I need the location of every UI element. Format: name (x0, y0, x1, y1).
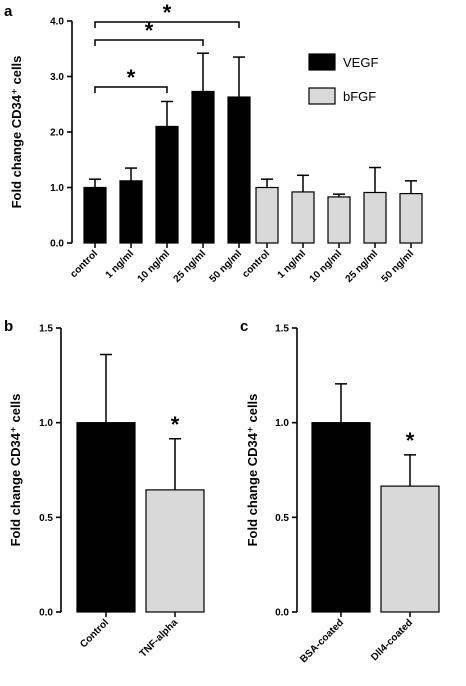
panel-c-letter: c (240, 318, 248, 335)
panel-a-x-tick-label: control (68, 248, 100, 280)
panel-a-y-tick-label: 0.0 (50, 239, 64, 250)
panel-c-y-tick-label: 0.5 (275, 513, 289, 524)
panel-a-significance-star: * (127, 65, 136, 90)
panel-b-y-tick-label: 1.0 (39, 418, 53, 429)
panel-a-legend-swatch (308, 53, 336, 71)
panel-b-significance-star: * (171, 412, 180, 437)
panel-a-legend-label: bFGF (343, 89, 376, 104)
panel-a: a Fold change CD34⁺ cells 0.0 1.0 2.0 3.0 4.… (4, 0, 423, 285)
panel-a-significance-star: * (145, 18, 154, 43)
panel-a-significance-bracket (94, 86, 168, 93)
panel-a-x-tick-label: 25 ng/ml (344, 248, 381, 285)
panel-a-significance-bracket (94, 39, 204, 46)
panel-a-x-tick-label: 10 ng/ml (308, 248, 345, 285)
panel-b-x-tick-label: Control (78, 617, 111, 650)
panel-a-bar (227, 96, 251, 244)
panel-a-significance: * * * (94, 0, 240, 93)
panel-a-x-tick-label: 1 ng/ml (104, 248, 137, 281)
panel-a-significance-bracket (94, 21, 240, 28)
panel-a-bars: control 1 ng/ml 10 ng/ml 25 ng/ml 50 ng/mlco… (68, 52, 423, 285)
panel-a-legend-label: VEGF (343, 55, 378, 70)
panel-b-letter: b (4, 318, 13, 335)
panel-a-y-tick-label: 2.0 (50, 128, 64, 139)
panel-a-y-axis-title: Fold change CD34⁺ cells (9, 56, 24, 209)
panel-a-bar (363, 191, 387, 244)
panel-a-bar (291, 191, 315, 244)
panel-a-legend-swatch (308, 87, 336, 105)
panel-c-y-axis-title: Fold change CD34⁺ cells (245, 394, 260, 547)
panel-a-significance-star: * (163, 0, 172, 25)
panel-b-y-axis-title: Fold change CD34⁺ cells (8, 394, 23, 547)
panel-a-x-tick-label: 25 ng/ml (172, 248, 209, 285)
panel-c-x-tick-label: Dll4-coated (369, 617, 415, 663)
panel-b-bars: Control TNF-alpha * (76, 353, 205, 660)
panel-b-y-tick-label: 0.0 (39, 608, 53, 619)
panel-a-legend: VEGF bFGF (308, 53, 378, 105)
panel-b-axes: 0.0 0.5 1.0 1.5 (39, 324, 62, 619)
panel-a-y-tick-label: 3.0 (50, 72, 64, 83)
panel-a-bar (119, 180, 143, 244)
panel-c-y-tick-label: 0.0 (275, 608, 289, 619)
panel-c-axes: 0.0 0.5 1.0 1.5 (275, 324, 298, 619)
panel-a-y-tick-label: 1.0 (50, 183, 64, 194)
panel-a-bar (155, 125, 179, 244)
panel-c-y-tick-label: 1.0 (275, 418, 289, 429)
panel-b-y-tick-label: 0.5 (39, 513, 53, 524)
panel-b-x-tick-label: TNF-alpha (138, 617, 181, 660)
panel-a-x-tick-label: 10 ng/ml (136, 248, 173, 285)
panel-a-x-tick-label: 50 ng/ml (208, 248, 245, 285)
panel-b-y-tick-label: 1.5 (39, 324, 53, 335)
panel-a-y-tick-label: 4.0 (50, 17, 64, 28)
panel-a-bar (255, 186, 279, 244)
panel-a-x-tick-label: control (240, 248, 272, 280)
panel-c-y-tick-label: 1.5 (275, 324, 289, 335)
panel-a-bar (83, 186, 107, 244)
panel-a-bar (399, 193, 423, 244)
panel-c: c Fold change CD34⁺ cells 0.0 0.5 1.0 1.5 B… (240, 318, 440, 665)
panel-c-x-tick-label: BSA-coated (298, 617, 346, 665)
panel-b-bar (76, 422, 136, 613)
panel-b-bar (145, 489, 205, 613)
panel-a-x-tick-label: 50 ng/ml (380, 248, 417, 285)
panel-a-bar (191, 90, 215, 244)
panel-a-axes: 0.0 1.0 2.0 3.0 4.0 (50, 17, 73, 250)
panel-c-bar (311, 422, 371, 613)
panel-a-x-tick-label: 1 ng/ml (276, 248, 309, 281)
panel-c-bar (380, 485, 440, 613)
panel-a-bar (327, 196, 351, 244)
panel-c-bars: BSA-coated Dll4-coated * (298, 383, 440, 665)
panel-c-significance-star: * (406, 428, 415, 453)
panel-b: b Fold change CD34⁺ cells 0.0 0.5 1.0 1.5 C… (4, 318, 205, 660)
panel-a-letter: a (4, 3, 13, 20)
